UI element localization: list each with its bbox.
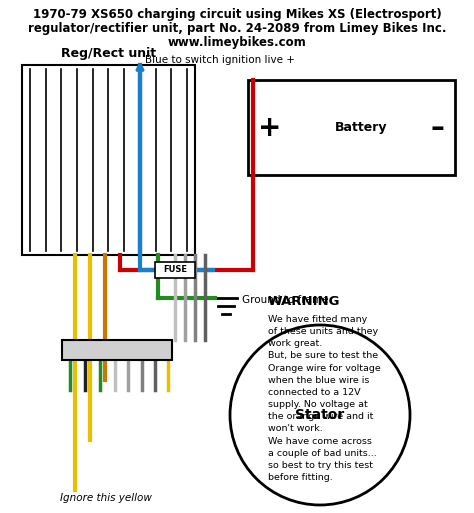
Text: regulator/rectifier unit, part No. 24-2089 from Limey Bikes Inc.: regulator/rectifier unit, part No. 24-20… bbox=[28, 22, 446, 35]
Text: Stator: Stator bbox=[295, 408, 345, 422]
Bar bbox=[62, 340, 172, 360]
Bar bbox=[22, 65, 195, 255]
Text: www.limeybikes.com: www.limeybikes.com bbox=[168, 36, 306, 49]
Text: –: – bbox=[430, 113, 444, 142]
Text: Reg/Rect unit: Reg/Rect unit bbox=[61, 47, 156, 60]
Bar bbox=[155, 262, 195, 278]
Text: Ground to frame: Ground to frame bbox=[242, 295, 328, 305]
Text: Ignore this yellow: Ignore this yellow bbox=[60, 493, 152, 503]
Text: +: + bbox=[258, 113, 282, 142]
Text: Battery: Battery bbox=[335, 121, 388, 134]
Text: We have fitted many
of these units and they
work great.
But, be sure to test the: We have fitted many of these units and t… bbox=[268, 315, 381, 482]
Text: Blue to switch ignition live +: Blue to switch ignition live + bbox=[145, 55, 295, 65]
Text: FUSE: FUSE bbox=[163, 266, 187, 274]
Text: 1970-79 XS650 charging circuit using Mikes XS (Electrosport): 1970-79 XS650 charging circuit using Mik… bbox=[33, 8, 441, 21]
Text: WARNING: WARNING bbox=[268, 295, 340, 308]
Bar bbox=[248, 80, 455, 175]
Circle shape bbox=[230, 325, 410, 505]
